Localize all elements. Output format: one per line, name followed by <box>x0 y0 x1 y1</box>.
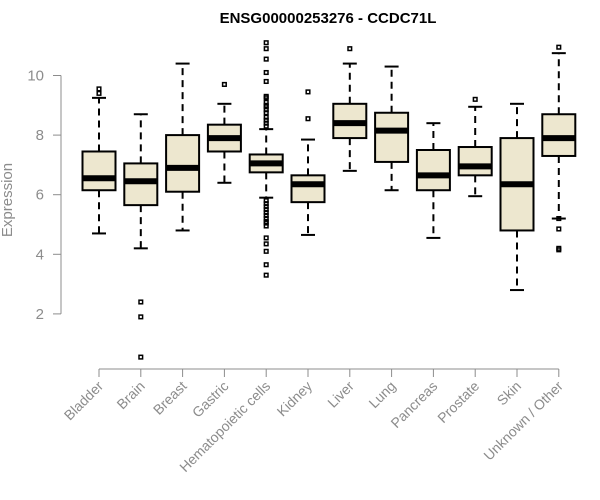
outlier-point <box>263 40 269 46</box>
outlier-point <box>556 247 562 253</box>
outlier-point <box>138 354 144 360</box>
box <box>290 174 326 204</box>
x-tick-label: Lung <box>365 378 398 411</box>
box-group <box>541 44 577 253</box>
box-group <box>415 122 451 239</box>
x-tick-label: Breast <box>150 378 190 418</box>
outlier-point <box>263 56 269 62</box>
box <box>81 150 117 192</box>
outlier-point <box>263 69 269 76</box>
y-tick-label: 4 <box>36 246 44 263</box>
box-group <box>374 65 410 192</box>
box <box>165 134 201 193</box>
outlier-point <box>263 95 269 101</box>
box-group <box>81 86 117 235</box>
y-axis-label: Expression <box>0 163 16 237</box>
outlier-point <box>96 90 102 96</box>
box-group <box>248 40 284 278</box>
outlier-point <box>263 235 269 241</box>
box-group <box>123 113 159 360</box>
outlier-point <box>263 123 269 129</box>
outlier-point <box>221 81 227 87</box>
box <box>457 146 493 177</box>
box-group <box>332 46 368 172</box>
outlier-point <box>263 78 269 85</box>
x-tick-label: Kidney <box>274 378 316 420</box>
outlier-point <box>263 272 269 278</box>
x-tick-label: Unknown / Other <box>480 378 566 464</box>
plot-area <box>81 40 577 360</box>
y-tick-label: 6 <box>36 187 44 204</box>
x-tick-label: Bladder <box>61 378 107 424</box>
outlier-point <box>556 226 562 232</box>
y-tick-label: 10 <box>27 68 44 85</box>
outlier-point <box>472 96 478 102</box>
outlier-point <box>347 46 353 52</box>
outlier-point <box>263 262 269 268</box>
box <box>415 149 451 192</box>
chart-title: ENSG00000253276 - CCDC71L <box>220 10 437 27</box>
outlier-point <box>138 299 144 305</box>
outlier-point <box>556 44 562 50</box>
x-tick-label: Liver <box>324 378 357 411</box>
outlier-point <box>556 215 562 222</box>
outlier-point <box>305 89 311 95</box>
box <box>374 111 410 163</box>
box-group <box>290 89 326 236</box>
outlier-point <box>263 223 269 229</box>
outlier-point <box>263 241 269 247</box>
x-tick-label: Prostate <box>434 378 482 426</box>
outlier-point <box>138 314 144 320</box>
outlier-point <box>96 86 102 92</box>
outlier-point <box>263 248 269 254</box>
outlier-point <box>263 46 269 52</box>
box-group <box>165 62 201 232</box>
y-axis: 2 4 6 8 10 <box>27 68 62 323</box>
outlier-point <box>305 116 311 122</box>
y-tick-label: 8 <box>36 127 44 144</box>
x-tick-label: Skin <box>494 378 525 409</box>
y-tick-label: 2 <box>36 306 44 323</box>
outlier-point <box>263 110 269 116</box>
box-group <box>457 96 493 198</box>
box-group <box>206 81 242 184</box>
box-group <box>499 102 535 292</box>
x-tick-label: Brain <box>113 378 147 412</box>
